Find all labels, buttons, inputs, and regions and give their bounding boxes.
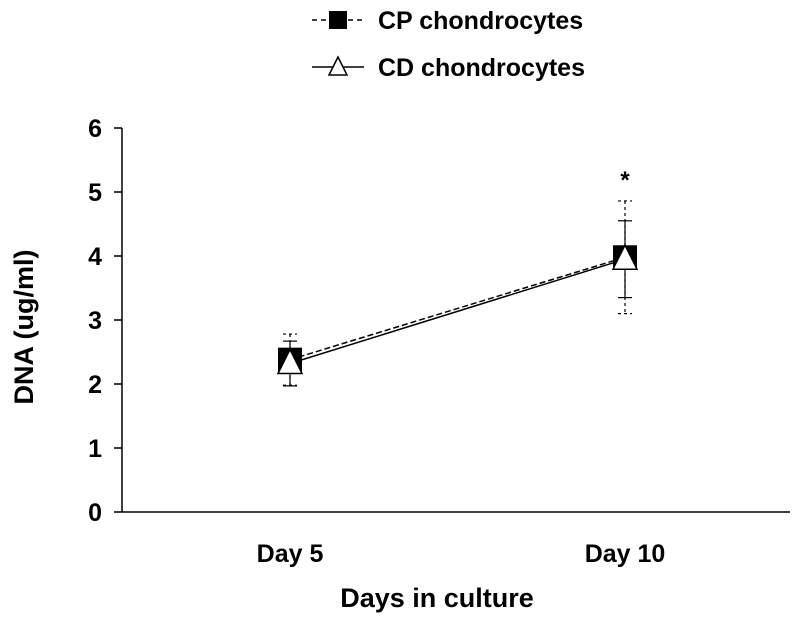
series-1-point-1 xyxy=(611,243,639,270)
series-1 xyxy=(276,220,639,387)
legend-cp-marker xyxy=(329,11,347,29)
legend-cd-marker xyxy=(327,55,349,76)
series-0-line xyxy=(289,256,626,361)
legend: CP chondrocytes CD chondrocytes xyxy=(312,7,585,82)
series-1-point-0 xyxy=(276,347,304,375)
x-tick-label-0: Day 5 xyxy=(257,540,324,568)
x-ticks: Day 5 Day 10 xyxy=(257,540,666,568)
axes xyxy=(121,128,790,513)
annotation-layer: * xyxy=(620,167,630,194)
series-layer xyxy=(276,200,639,387)
y-tick-label-3: 3 xyxy=(88,307,102,335)
y-tick-label-1: 1 xyxy=(88,435,102,463)
y-axis-title: DNA (ug/ml) xyxy=(9,250,39,405)
legend-cp-label: CP chondrocytes xyxy=(378,7,583,35)
significance-asterisk-0: * xyxy=(620,167,630,194)
series-0 xyxy=(278,200,637,386)
x-axis-title: Days in culture xyxy=(340,583,534,613)
y-tick-label-5: 5 xyxy=(88,179,102,207)
y-tick-label-2: 2 xyxy=(88,371,102,399)
y-tick-label-6: 6 xyxy=(88,115,102,143)
y-ticks: 0 1 2 3 4 5 6 xyxy=(88,115,122,527)
y-tick-label-4: 4 xyxy=(88,243,102,271)
series-1-line xyxy=(289,258,626,365)
legend-item-cp: CP chondrocytes xyxy=(312,7,583,35)
legend-item-cd: CD chondrocytes xyxy=(312,54,585,82)
legend-cd-label: CD chondrocytes xyxy=(378,54,585,82)
y-tick-label-0: 0 xyxy=(88,499,102,527)
x-tick-label-1: Day 10 xyxy=(585,540,666,568)
